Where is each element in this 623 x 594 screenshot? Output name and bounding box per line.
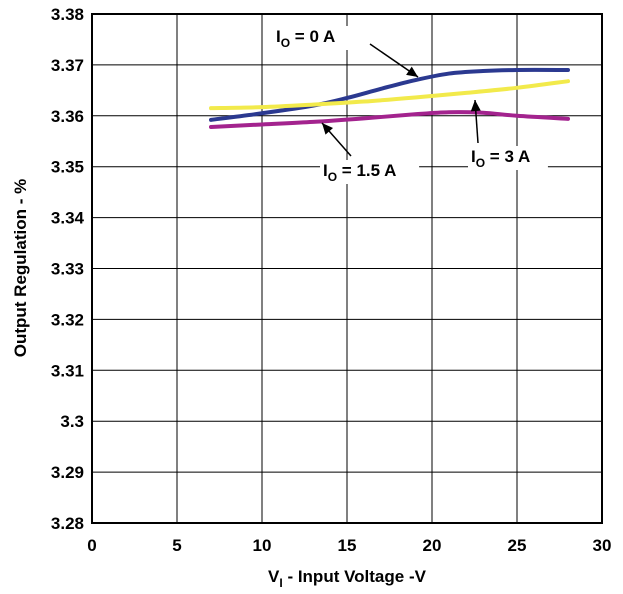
annotation-io-1p5a-label: IO = 1.5 A <box>323 161 396 184</box>
annotation-io-0a-label-bg <box>273 26 353 50</box>
series-io-0a-line <box>209 67 570 122</box>
annotation-io-0a-label: IO = 0 A <box>276 27 335 50</box>
y-tick-label: 3.35 <box>51 158 84 177</box>
x-tick-label: 5 <box>172 536 181 555</box>
annotation-io-3a-arrowhead <box>470 100 481 112</box>
x-tick-label: 30 <box>593 536 612 555</box>
annotation-io-0a-arrowhead <box>406 66 418 77</box>
x-tick-label: 25 <box>508 536 527 555</box>
annotation-io-1p5a-label-bg <box>320 160 420 184</box>
x-axis-title: VI - Input Voltage -V <box>268 567 427 590</box>
y-tick-label: 3.34 <box>51 209 85 228</box>
series-io-1p5a-line <box>209 110 570 129</box>
annotation-io-1p5a-label-rest: = 1.5 A <box>337 161 396 180</box>
y-tick-label: 3.31 <box>51 361 84 380</box>
annotation-io-0a-label-rest: = 0 A <box>290 27 335 46</box>
y-tick-label: 3.32 <box>51 310 84 329</box>
annotation-io-1p5a-label-sub: O <box>328 170 337 184</box>
annotation-io-3a-label-main: I <box>471 147 476 166</box>
annotation-io-3a-label-sub: O <box>476 156 485 170</box>
y-tick-label: 3.3 <box>60 412 84 431</box>
y-axis-title: Output Regulation - % <box>11 179 30 357</box>
annotation-io-3a-label: IO = 3 A <box>471 147 530 170</box>
x-axis-title-rest: - Input Voltage -V <box>283 567 427 586</box>
y-tick-label: 3.29 <box>51 463 84 482</box>
x-axis-title-main: V <box>268 567 280 586</box>
y-tick-label: 3.36 <box>51 107 84 126</box>
plot-frame <box>91 13 603 524</box>
y-tick-label: 3.38 <box>51 5 84 24</box>
annotation-io-0a-label-sub: O <box>281 36 290 50</box>
annotation-io-0a-label-main: I <box>276 27 281 46</box>
x-axis-title-sub: I <box>279 576 282 590</box>
y-tick-label: 3.33 <box>51 260 84 279</box>
x-tick-label: 10 <box>253 536 272 555</box>
annotation-io-3a-label-bg <box>468 146 548 170</box>
y-tick-label: 3.37 <box>51 56 84 75</box>
y-tick-labels: 3.28 3.29 3.3 3.31 3.32 3.33 3.34 3.35 3.36 3.37 3… <box>51 5 85 533</box>
x-tick-labels: 0 5 10 15 20 25 30 <box>87 536 611 555</box>
x-tick-label: 0 <box>87 536 96 555</box>
annotation-io-1p5a-label-main: I <box>323 161 328 180</box>
x-tick-label: 20 <box>423 536 442 555</box>
x-tick-label: 15 <box>338 536 357 555</box>
annotation-io-1p5a-arrowhead <box>322 123 334 135</box>
series-io-3a-line <box>209 79 570 111</box>
annotations-group: IO = 0 AIO = 3 AIO = 1.5 A <box>273 26 548 184</box>
y-tick-label: 3.28 <box>51 514 84 533</box>
series-group <box>209 67 570 129</box>
annotation-io-3a-label-rest: = 3 A <box>485 147 530 166</box>
